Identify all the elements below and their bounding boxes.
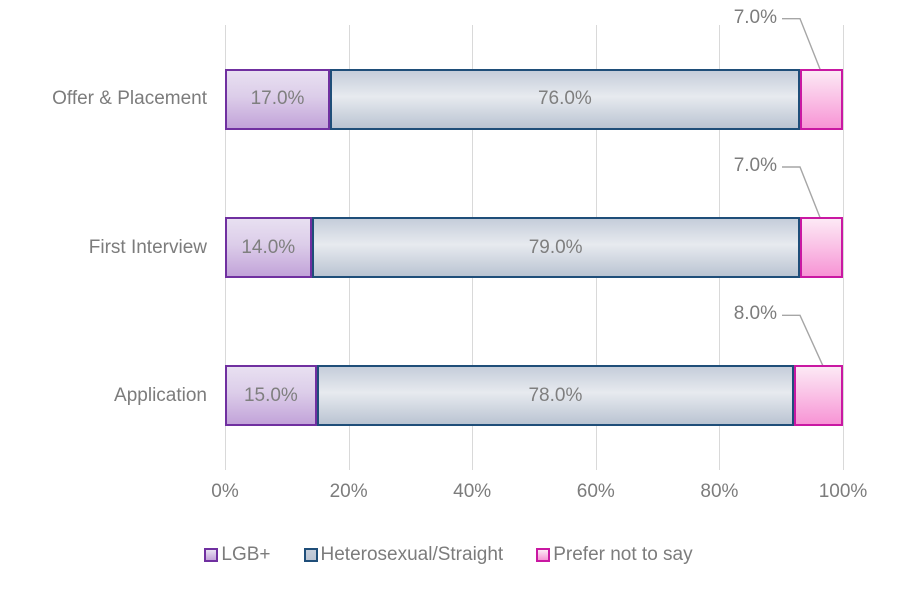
legend: LGB+ Heterosexual/Straight Prefer not to s… bbox=[0, 544, 897, 566]
bar-segment-prefer-not-to-say[interactable] bbox=[799, 68, 843, 130]
callout-label: 8.0% bbox=[733, 303, 777, 325]
x-tick-label: 20% bbox=[329, 481, 368, 502]
data-label: 15.0% bbox=[243, 384, 298, 406]
data-label: 17.0% bbox=[250, 88, 305, 110]
bar-segment-lgb[interactable]: 17.0% bbox=[225, 68, 331, 130]
bar-segment-prefer-not-to-say[interactable] bbox=[794, 365, 843, 427]
gridline bbox=[843, 25, 844, 470]
legend-item-label: LGB+ bbox=[221, 544, 271, 565]
bar-segment-prefer-not-to-say[interactable] bbox=[799, 217, 843, 278]
bar-row-application: 15.0% 78.0% bbox=[225, 365, 843, 427]
callout-label: 7.0% bbox=[733, 155, 777, 176]
bar-segment-heterosexual-straight[interactable]: 76.0% bbox=[330, 68, 800, 130]
legend-item-lgb[interactable]: LGB+ bbox=[204, 544, 271, 566]
legend-item-heterosexual-straight[interactable]: Heterosexual/Straight bbox=[303, 544, 504, 566]
category-label: First Interview bbox=[88, 236, 207, 258]
x-tick-label: 40% bbox=[453, 481, 492, 502]
bar-segment-lgb[interactable]: 15.0% bbox=[225, 365, 317, 427]
x-tick-label: 80% bbox=[700, 481, 739, 502]
category-label: Offer & Placement bbox=[52, 88, 207, 110]
legend-swatch bbox=[204, 548, 219, 562]
x-tick-label: 100% bbox=[818, 481, 868, 502]
legend-swatch bbox=[536, 548, 551, 562]
legend-item-label: Heterosexual/Straight bbox=[320, 544, 504, 565]
x-tick-label: 0% bbox=[211, 481, 239, 502]
bar-row-first-interview: 14.0% 79.0% bbox=[225, 217, 843, 278]
legend-item-prefer-not-to-say[interactable]: Prefer not to say bbox=[536, 544, 693, 566]
legend-swatch bbox=[303, 548, 318, 562]
data-label: 14.0% bbox=[241, 236, 296, 258]
bar-row-offer-placement: 17.0% 76.0% bbox=[225, 68, 843, 130]
callout-label: 7.0% bbox=[733, 6, 777, 28]
legend-item-label: Prefer not to say bbox=[553, 544, 693, 565]
category-label: Application bbox=[114, 384, 207, 406]
data-label: 78.0% bbox=[528, 384, 583, 406]
bar-segment-heterosexual-straight[interactable]: 79.0% bbox=[311, 217, 800, 278]
x-tick-label: 60% bbox=[576, 481, 615, 502]
data-label: 79.0% bbox=[528, 236, 583, 258]
data-label: 76.0% bbox=[537, 88, 592, 110]
bar-segment-lgb[interactable]: 14.0% bbox=[225, 217, 312, 278]
bar-segment-heterosexual-straight[interactable]: 78.0% bbox=[316, 365, 795, 427]
